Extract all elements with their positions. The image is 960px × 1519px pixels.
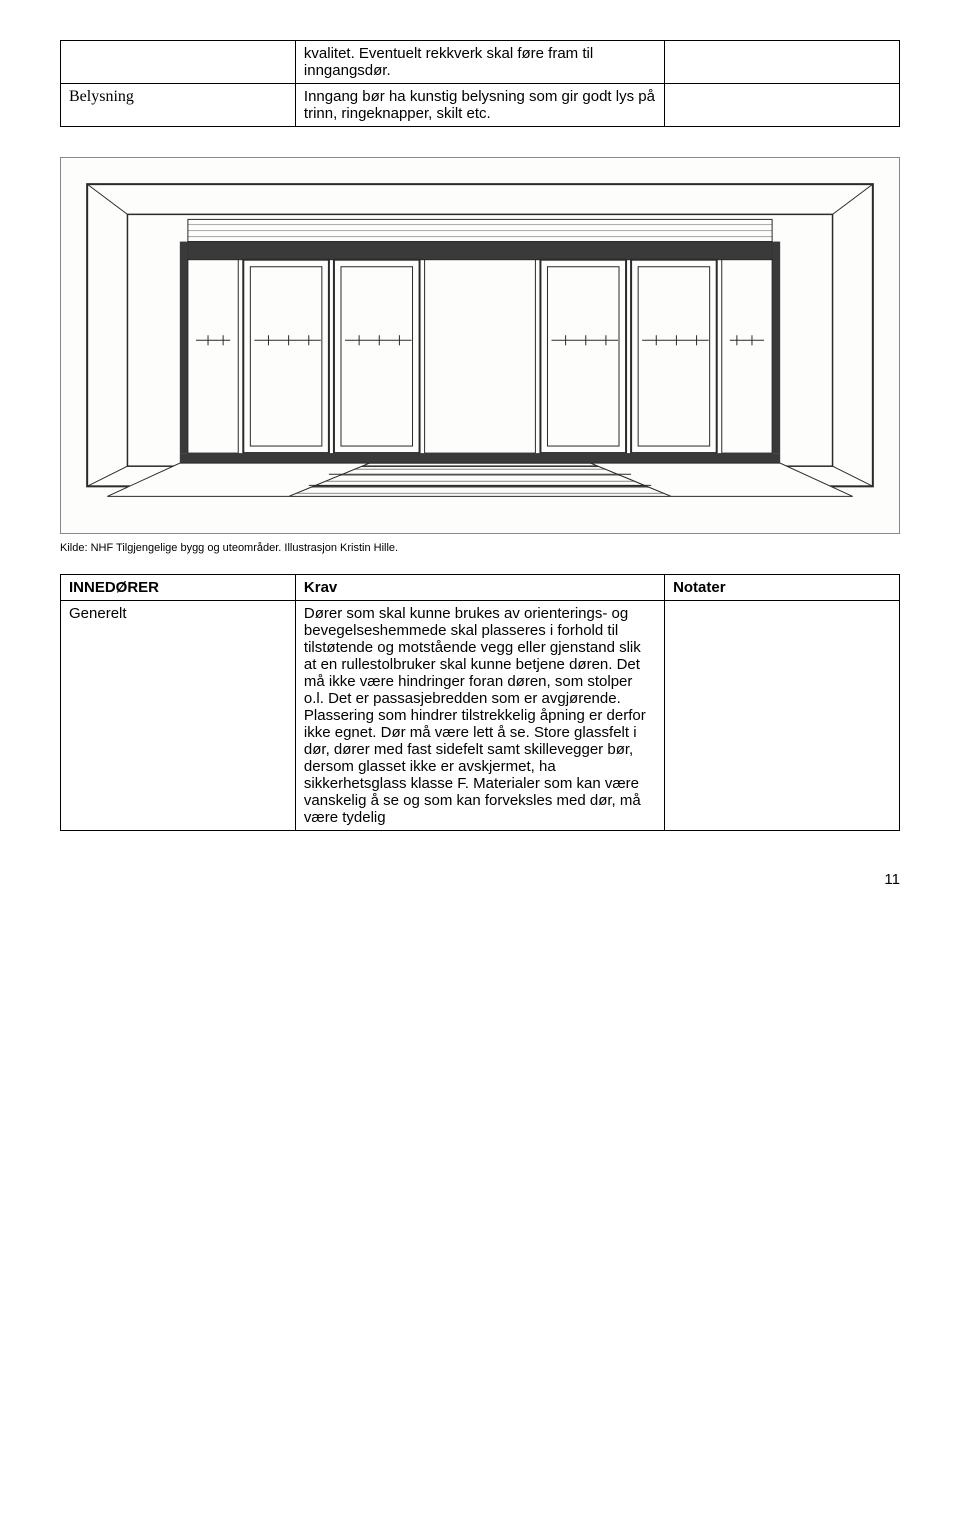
header-cell: Notater	[665, 574, 900, 600]
table-row: Generelt Dører som skal kunne brukes av …	[61, 600, 900, 830]
cell	[61, 41, 296, 84]
header-cell: Krav	[295, 574, 664, 600]
cell	[665, 84, 900, 127]
cell: kvalitet. Eventuelt rekkverk skal føre f…	[295, 41, 664, 84]
innedorer-table: INNEDØRER Krav Notater Generelt Dører so…	[60, 574, 900, 831]
cell: Generelt	[61, 600, 296, 830]
cell: Dører som skal kunne brukes av orienteri…	[295, 600, 664, 830]
cell: Inngang bør ha kunstig belysning som gir…	[295, 84, 664, 127]
entrance-illustration	[67, 164, 893, 527]
cell: Belysning	[61, 84, 296, 127]
illustration-caption: Kilde: NHF Tilgjengelige bygg og uteområ…	[60, 542, 900, 554]
top-table: kvalitet. Eventuelt rekkverk skal føre f…	[60, 40, 900, 127]
page-number: 11	[60, 871, 900, 888]
cell	[665, 41, 900, 84]
table-row: kvalitet. Eventuelt rekkverk skal føre f…	[61, 41, 900, 84]
table-header-row: INNEDØRER Krav Notater	[61, 574, 900, 600]
illustration-frame	[60, 157, 900, 534]
header-cell: INNEDØRER	[61, 574, 296, 600]
table-row: Belysning Inngang bør ha kunstig belysni…	[61, 84, 900, 127]
cell	[665, 600, 900, 830]
